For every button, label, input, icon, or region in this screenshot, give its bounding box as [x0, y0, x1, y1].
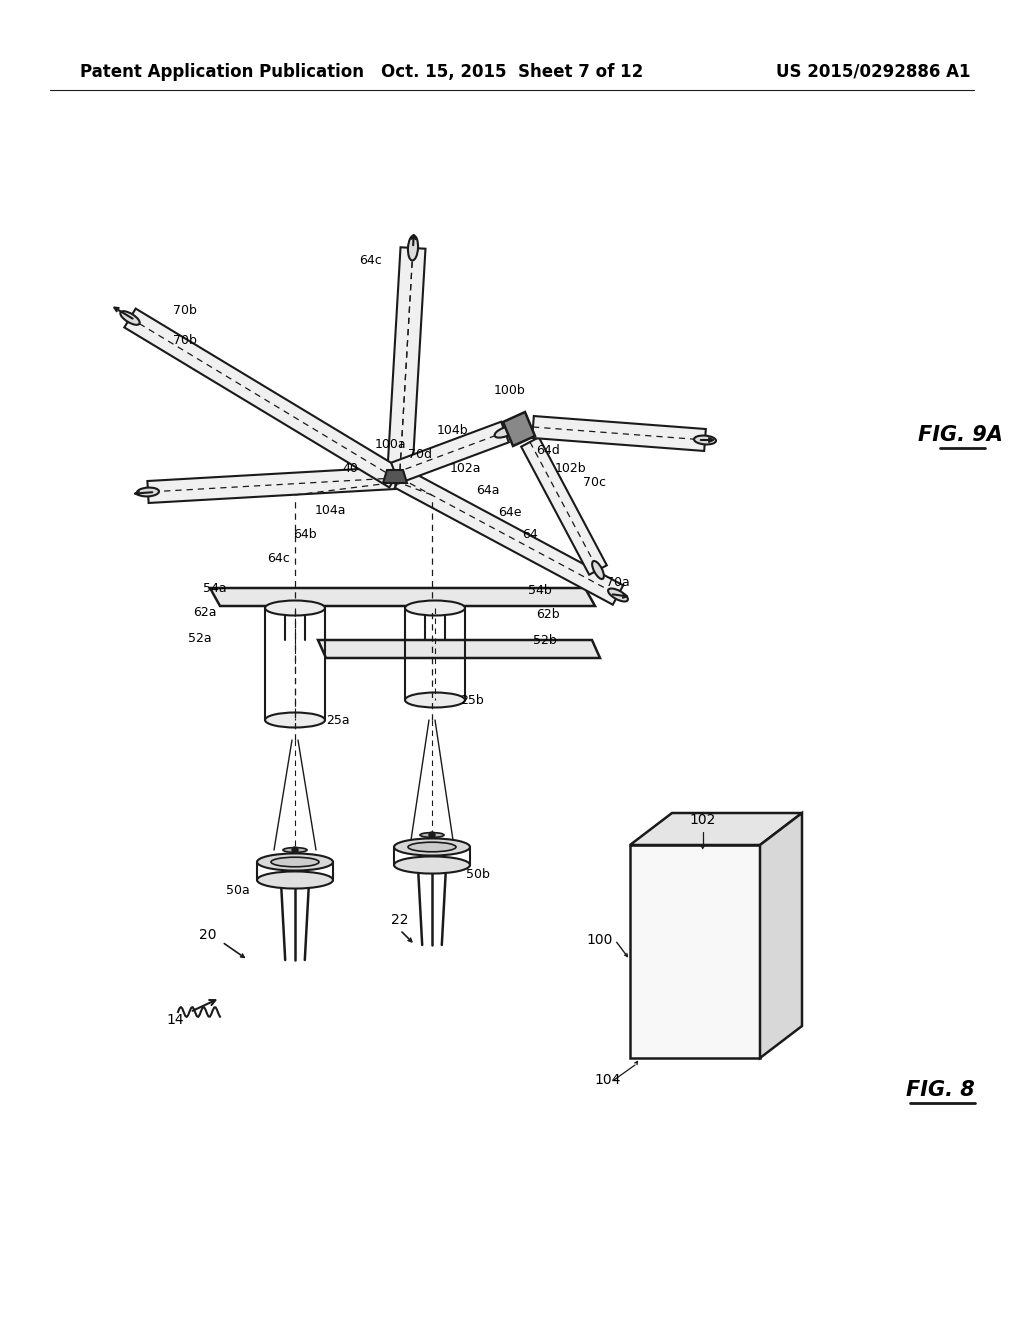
Text: 70c: 70c [584, 475, 606, 488]
Ellipse shape [495, 426, 515, 438]
Text: 70a: 70a [606, 576, 630, 589]
Text: 54a: 54a [203, 582, 226, 594]
Text: 70d: 70d [408, 449, 432, 462]
Polygon shape [521, 437, 607, 574]
Ellipse shape [271, 857, 319, 867]
Text: 62a: 62a [194, 606, 217, 619]
Text: 100b: 100b [495, 384, 526, 396]
Text: 20: 20 [200, 928, 217, 942]
Text: 104b: 104b [436, 424, 468, 437]
Ellipse shape [592, 561, 604, 579]
Ellipse shape [694, 436, 716, 445]
Text: 52b: 52b [534, 634, 557, 647]
Text: 50a: 50a [226, 883, 250, 896]
Text: 52a: 52a [188, 631, 212, 644]
Text: 64a: 64a [476, 483, 500, 496]
Text: 64b: 64b [293, 528, 316, 541]
Text: 62b: 62b [537, 609, 560, 622]
Polygon shape [318, 640, 600, 657]
Text: 25a: 25a [327, 714, 350, 726]
Ellipse shape [265, 713, 325, 727]
Polygon shape [503, 412, 535, 446]
Text: 50b: 50b [466, 869, 489, 882]
Text: 70b: 70b [173, 304, 197, 317]
Ellipse shape [257, 854, 333, 871]
Text: 102a: 102a [450, 462, 480, 474]
Polygon shape [383, 470, 407, 483]
Ellipse shape [265, 601, 325, 615]
Text: 100a: 100a [374, 438, 406, 451]
Text: 104a: 104a [314, 503, 346, 516]
Text: 64c: 64c [358, 253, 381, 267]
Ellipse shape [137, 487, 159, 496]
Ellipse shape [406, 601, 465, 615]
Ellipse shape [394, 857, 470, 874]
Ellipse shape [420, 833, 444, 837]
Circle shape [429, 832, 435, 838]
Ellipse shape [394, 838, 470, 855]
Polygon shape [760, 813, 802, 1059]
Polygon shape [124, 309, 400, 487]
Text: 102b: 102b [554, 462, 586, 474]
Text: Oct. 15, 2015  Sheet 7 of 12: Oct. 15, 2015 Sheet 7 of 12 [381, 63, 643, 81]
Text: 25b: 25b [460, 693, 484, 706]
Text: FIG. 9A: FIG. 9A [918, 425, 1002, 445]
Ellipse shape [120, 312, 139, 325]
Text: 40: 40 [342, 462, 358, 474]
Circle shape [292, 847, 298, 853]
Text: 64d: 64d [537, 444, 560, 457]
Text: 14: 14 [166, 1012, 184, 1027]
Polygon shape [210, 587, 595, 606]
Text: 64: 64 [522, 528, 538, 541]
Ellipse shape [608, 589, 628, 602]
Text: 100: 100 [587, 933, 613, 946]
Text: Patent Application Publication: Patent Application Publication [80, 63, 364, 81]
Text: 64e: 64e [499, 507, 522, 520]
Polygon shape [391, 421, 509, 483]
Polygon shape [395, 469, 624, 605]
Ellipse shape [257, 871, 333, 888]
Text: 22: 22 [391, 913, 409, 927]
Text: 64c: 64c [266, 552, 290, 565]
Text: FIG. 8: FIG. 8 [905, 1080, 975, 1100]
Text: 70b: 70b [173, 334, 197, 346]
Polygon shape [532, 416, 706, 451]
Polygon shape [147, 467, 395, 503]
Polygon shape [630, 813, 802, 845]
Polygon shape [630, 845, 760, 1059]
Text: 104: 104 [595, 1073, 622, 1086]
Ellipse shape [408, 842, 456, 851]
Text: 54b: 54b [528, 583, 552, 597]
Polygon shape [387, 247, 426, 471]
Ellipse shape [408, 235, 418, 260]
Text: US 2015/0292886 A1: US 2015/0292886 A1 [775, 63, 970, 81]
Text: 102: 102 [690, 813, 716, 828]
Ellipse shape [406, 693, 465, 708]
Ellipse shape [283, 847, 307, 853]
